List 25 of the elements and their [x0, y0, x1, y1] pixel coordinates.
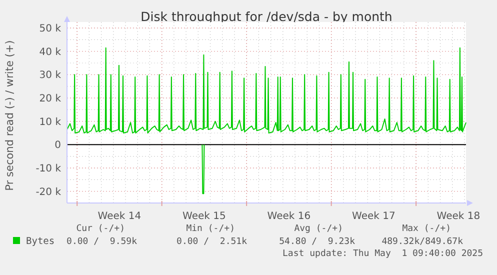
- x-tick-label: Week 18: [436, 211, 480, 222]
- y-tick-label: 40 k: [39, 46, 62, 58]
- line-series: [66, 47, 466, 134]
- text: Cur (-/+): [76, 224, 125, 234]
- y-tick-label: 50 k: [39, 24, 62, 34]
- text: 54.80 / 9.23k: [279, 237, 356, 247]
- y-tick-label: -20 k: [36, 186, 62, 198]
- y-axis-title: Pr second read (-) / write (+): [4, 40, 16, 191]
- text: Avg (-/+): [294, 224, 343, 234]
- x-tick-label: Week 16: [267, 211, 311, 222]
- y-tick-label: 10 k: [39, 116, 62, 128]
- x-tick-label: Week 15: [182, 211, 226, 222]
- text: Last update: Thu May 1 09:40:00 2025: [282, 249, 483, 259]
- text: 489.32k/849.67k: [382, 237, 464, 247]
- x-tick-label: Week 17: [352, 211, 396, 222]
- y-tick-label: 30 k: [39, 70, 62, 82]
- text: 0.00 / 2.51k: [176, 237, 248, 247]
- y-tick-label: 0: [54, 140, 61, 152]
- y-tick-label: -10 k: [36, 164, 62, 174]
- text: Max (-/+): [402, 224, 451, 234]
- x-tick-label: Week 14: [98, 211, 142, 222]
- y-tick-label: 20 k: [39, 94, 62, 104]
- legend-label: Bytes: [26, 236, 55, 247]
- text: Min (-/+): [186, 224, 235, 234]
- text: 0.00 / 9.59k: [66, 237, 138, 247]
